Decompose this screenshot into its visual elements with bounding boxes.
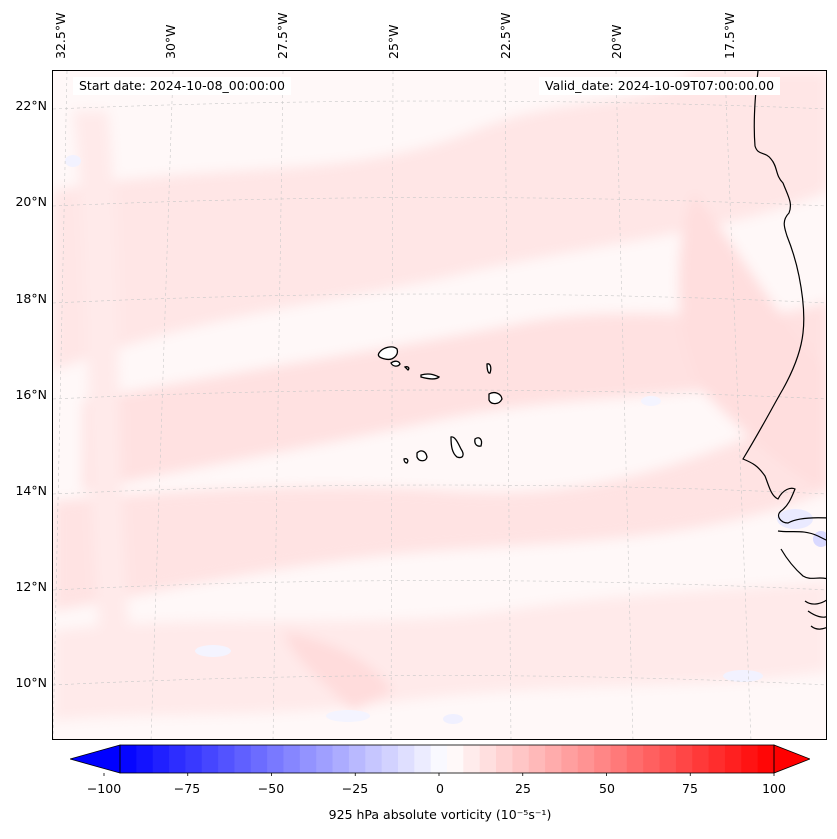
lon-label: 32.5°W	[53, 12, 68, 59]
lat-label: 12°N	[15, 579, 47, 594]
colorbar-cell	[136, 745, 154, 773]
santo-antao	[377, 346, 399, 361]
colorbar-cell	[545, 745, 563, 773]
colorbar-cell	[741, 745, 759, 773]
lat-label: 10°N	[15, 675, 47, 690]
colorbar-cell	[152, 745, 170, 773]
valid-date-label: Valid_date: 2024-10-09T07:00:00.00	[539, 77, 781, 95]
maio	[474, 437, 483, 447]
colorbar-tick-label: 100	[762, 781, 786, 796]
lon-label: 20°W	[609, 24, 624, 59]
sao-nicolau	[420, 373, 441, 380]
colorbar-cell	[381, 745, 399, 773]
santa-luzia	[403, 366, 410, 371]
colorbar-title: 925 hPa absolute vorticity (10⁻⁵s⁻¹)	[328, 807, 552, 822]
colorbar-tick-label: 0	[436, 781, 444, 796]
colorbar-cell	[316, 745, 334, 773]
santiago	[450, 436, 464, 459]
start-date-label: Start date: 2024-10-08_00:00:00	[73, 77, 291, 95]
brava	[403, 458, 409, 464]
colorbar-cell	[561, 745, 579, 773]
colorbar-cell	[234, 745, 252, 773]
negative-vorticity-patches	[65, 155, 826, 724]
colorbar-cell	[496, 745, 513, 773]
lon-label: 22.5°W	[498, 12, 513, 59]
colorbar-tick-label: −50	[257, 781, 285, 796]
colorbar-cell	[430, 745, 448, 773]
colorbar-tick-label: −75	[173, 781, 201, 796]
colorbar-cell	[414, 745, 432, 773]
colorbar-tick-label: −100	[86, 781, 122, 796]
colorbar-max-extend	[773, 744, 810, 774]
colorbar-cell	[332, 745, 350, 773]
colorbar-cell	[365, 745, 383, 773]
colorbar-cell	[267, 745, 285, 773]
colorbar-cell	[120, 745, 137, 773]
map-panel	[52, 70, 827, 740]
colorbar-ticks	[103, 773, 775, 776]
lat-label: 22°N	[15, 98, 47, 113]
lat-label: 14°N	[15, 483, 47, 498]
sao-vicente	[390, 360, 401, 367]
colorbar-cell	[250, 745, 268, 773]
guinea-bissau-coast	[780, 548, 826, 580]
colorbar-cell	[218, 745, 236, 773]
colorbar-cell	[708, 745, 726, 773]
graticule	[53, 71, 826, 739]
colorbar-cell	[626, 745, 644, 773]
colorbar-cells	[120, 745, 775, 773]
colorbar-cell	[447, 745, 464, 773]
lon-label: 30°W	[163, 24, 178, 59]
colorbar-cell	[479, 745, 497, 773]
colorbar-frame	[119, 744, 775, 774]
cape-verde-islands	[377, 346, 503, 464]
colorbar-cell	[463, 745, 481, 773]
colorbar-cell	[201, 745, 219, 773]
colorbar-tick-label: 25	[515, 781, 531, 796]
colorbar-tick-label: 75	[682, 781, 698, 796]
colorbar-min-extend	[70, 744, 121, 774]
colorbar-cell	[348, 745, 366, 773]
colorbar-cell	[397, 745, 415, 773]
colorbar-cell	[757, 745, 775, 773]
colorbar-cell	[185, 745, 203, 773]
colorbar	[70, 744, 810, 776]
colorbar-cell	[169, 745, 186, 773]
colorbar-tick-label: −25	[341, 781, 369, 796]
colorbar-cell	[299, 745, 317, 773]
fogo	[416, 450, 428, 462]
colorbar-cell	[692, 745, 710, 773]
vorticity-map	[53, 71, 826, 739]
colorbar-cell	[283, 745, 301, 773]
colorbar-cell	[512, 745, 530, 773]
gambia-coast	[777, 530, 826, 541]
lat-label: 20°N	[15, 194, 47, 209]
colorbar-cell	[528, 745, 546, 773]
colorbar-cell	[643, 745, 661, 773]
colorbar-tick-label: 50	[599, 781, 615, 796]
coastlines	[742, 71, 826, 630]
colorbar-cell	[675, 745, 693, 773]
lon-label: 25°W	[386, 24, 401, 59]
sal	[486, 363, 492, 374]
african-coast	[742, 71, 826, 524]
colorbar-cell	[724, 745, 742, 773]
lon-label: 27.5°W	[275, 12, 290, 59]
colorbar-cell	[659, 745, 677, 773]
boa-vista	[488, 392, 503, 405]
colorbar-cell	[610, 745, 628, 773]
colorbar-cell	[577, 745, 595, 773]
colorbar-cell	[594, 745, 612, 773]
lat-label: 16°N	[15, 387, 47, 402]
lat-label: 18°N	[15, 291, 47, 306]
lon-label: 17.5°W	[722, 12, 737, 59]
